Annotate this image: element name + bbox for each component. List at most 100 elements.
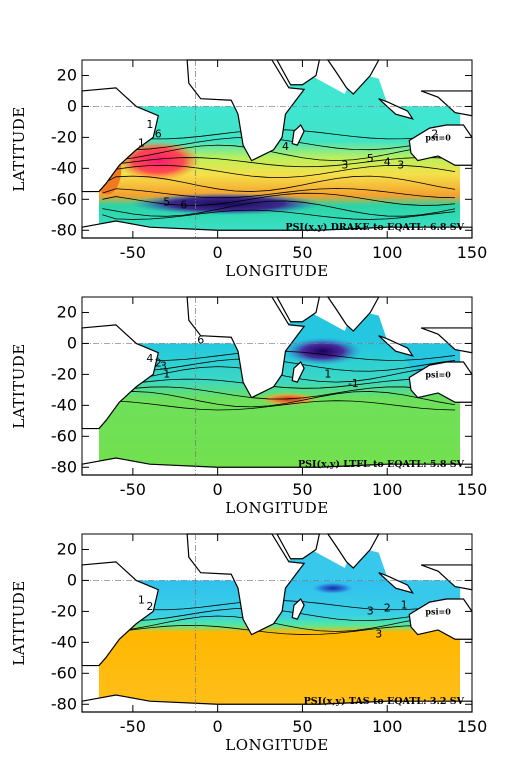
y-axis-label: LATITUDE	[10, 580, 28, 666]
africa-shape	[186, 59, 306, 162]
contour-label: 4	[384, 155, 391, 168]
contour-label: 3	[367, 604, 374, 617]
south-america-shape	[81, 324, 160, 430]
y-axis-label: LATITUDE	[10, 106, 28, 192]
contour-lines	[102, 600, 456, 635]
contour-line	[102, 188, 456, 199]
x-axis-label: LONGITUDE	[225, 736, 328, 754]
plot-frame	[81, 296, 473, 476]
contour-label: 2	[431, 127, 438, 140]
land-psi-label: psi=0	[425, 369, 451, 379]
psi-max-cell	[116, 140, 201, 181]
contour-label: 6	[180, 199, 187, 212]
contour-line	[102, 164, 456, 178]
x-tick-label: 100	[372, 480, 403, 499]
x-tick-label: -50	[120, 480, 146, 499]
africa-shape	[186, 296, 306, 399]
y-tick-label: 20	[57, 65, 77, 84]
contour-line	[102, 391, 456, 408]
contour-line	[102, 378, 456, 389]
contour-line	[102, 400, 456, 411]
psi-min-cell	[282, 337, 363, 366]
contour-label: 3	[375, 628, 382, 641]
x-tick-label: 50	[292, 717, 312, 736]
contour-label: 6	[197, 333, 204, 346]
contour-label: 1	[138, 594, 145, 607]
land-psi-label: psi=0	[425, 606, 451, 616]
contour-label: -1	[348, 377, 359, 390]
y-tick-label: -60	[51, 426, 77, 445]
new-guinea-shape	[420, 90, 473, 117]
y-tick-label: 0	[67, 570, 77, 589]
panel-2: -50 0 50 100 150200-20-40-60-80LONGITUDELATI…	[10, 296, 488, 517]
x-tick-label: 0	[213, 243, 223, 262]
contour-label: 3	[160, 360, 167, 373]
panel-annotation: PSI(x,y) DRAKE to EQATL: 6.8 SV	[285, 222, 464, 233]
contour-label: 2	[155, 357, 162, 370]
sumatra-java-shape	[378, 98, 415, 120]
y-tick-label: -80	[51, 220, 77, 239]
x-axis-label: LONGITUDE	[225, 499, 328, 517]
contour-line	[102, 209, 456, 220]
contour-label: 4	[282, 140, 289, 153]
contour-label: 2	[146, 600, 153, 613]
x-tick-label: 150	[457, 480, 488, 499]
x-axis-label: LONGITUDE	[225, 262, 328, 280]
contour-line	[102, 200, 456, 217]
x-tick-label: 150	[457, 243, 488, 262]
panel-1: -50 0 50 100 150200-20-40-60-80LONGITUDELATI…	[10, 59, 488, 280]
panel-3: -50 0 50 100 150200-20-40-60-80LONGITUDELATI…	[10, 533, 488, 754]
y-tick-label: 20	[57, 539, 77, 558]
x-tick-label: 0	[213, 480, 223, 499]
x-tick-label: 100	[372, 717, 403, 736]
contour-label: 1	[163, 367, 170, 380]
africa-shape	[186, 533, 306, 636]
y-tick-label: -80	[51, 457, 77, 476]
x-tick-label: 0	[213, 717, 223, 736]
contour-label: 2	[384, 601, 391, 614]
y-tick-label: 20	[57, 302, 77, 321]
contour-line	[102, 615, 456, 632]
contour-line	[102, 144, 456, 162]
sumatra-java-shape	[378, 335, 415, 357]
y-tick-label: 0	[67, 333, 77, 352]
contour-label: 5	[163, 195, 170, 208]
contour-label: 1	[401, 598, 408, 611]
x-tick-label: -50	[120, 243, 146, 262]
y-tick-label: -20	[51, 364, 77, 383]
y-tick-label: -40	[51, 395, 77, 414]
x-tick-label: 50	[292, 480, 312, 499]
sumatra-java-shape	[378, 572, 415, 594]
contour-label: 5	[367, 152, 374, 165]
y-tick-label: -20	[51, 127, 77, 146]
y-tick-label: -60	[51, 663, 77, 682]
madagascar-shape	[291, 598, 305, 620]
south-america-shape	[81, 561, 160, 667]
continents	[81, 533, 473, 713]
panel-annotation: PSI(x,y) LTFL to EQATL: 5.8 SV	[298, 459, 465, 470]
panel-annotation: PSI(x,y) TAS to EQATL: 3.2 SV	[304, 696, 465, 707]
y-tick-label: -20	[51, 601, 77, 620]
contour-label: 3	[341, 158, 348, 171]
land-psi-label: psi=0	[425, 132, 451, 142]
contour-line	[102, 624, 456, 635]
contour-line	[102, 192, 456, 206]
madagascar-shape	[291, 124, 305, 146]
madagascar-shape	[291, 361, 305, 383]
contour-label: 4	[146, 352, 153, 365]
plot-frame	[81, 59, 473, 239]
y-tick-label: -60	[51, 189, 77, 208]
contour-label: 1	[146, 118, 153, 131]
x-tick-label: 50	[292, 243, 312, 262]
new-guinea-shape	[420, 564, 473, 591]
new-guinea-shape	[420, 327, 473, 354]
y-tick-label: 0	[67, 96, 77, 115]
indian-ocean-field	[285, 309, 461, 372]
contour-label: 1	[324, 367, 331, 380]
x-tick-label: -50	[120, 717, 146, 736]
contour-lines	[102, 129, 456, 220]
contour-label: 1	[138, 137, 145, 150]
contour-line	[102, 157, 456, 168]
x-tick-label: 150	[457, 717, 488, 736]
